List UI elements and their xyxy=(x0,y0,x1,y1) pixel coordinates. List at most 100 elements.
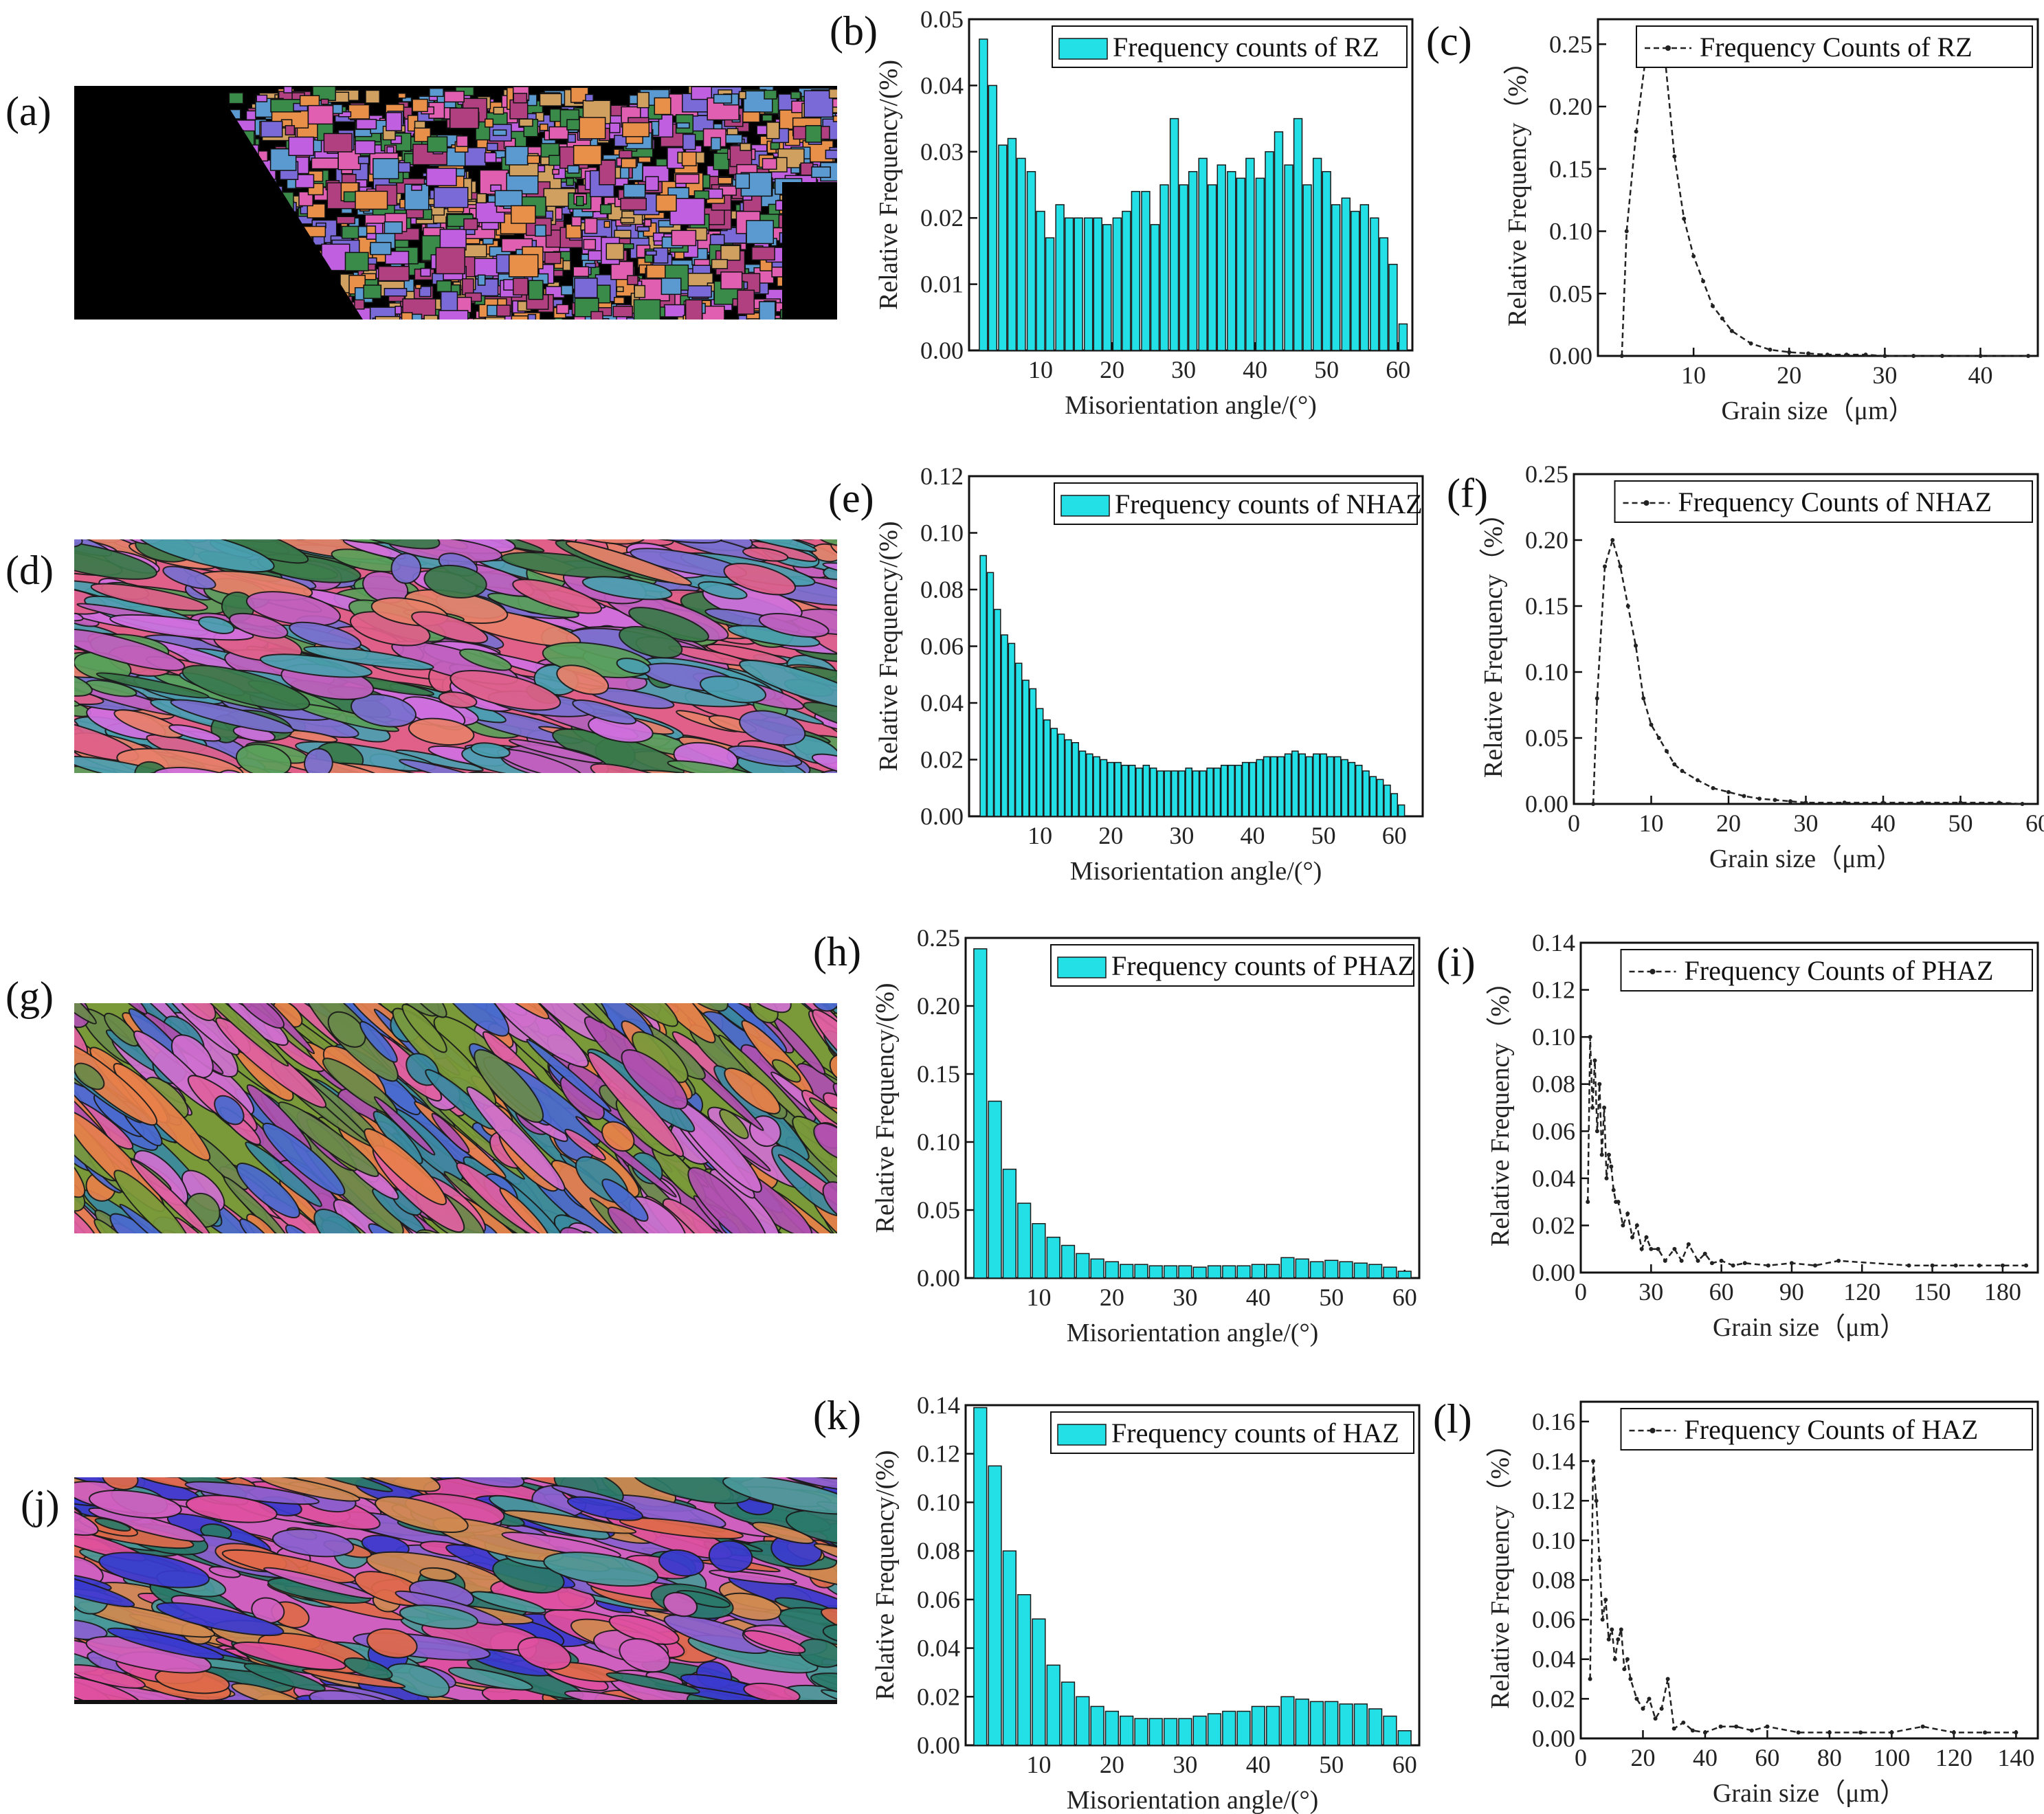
grain xyxy=(567,165,580,174)
data-point xyxy=(1625,1657,1630,1661)
legend-label: Frequency counts of PHAZ xyxy=(1111,950,1414,981)
grain xyxy=(579,777,705,811)
bar xyxy=(1280,1696,1295,1746)
bar xyxy=(1076,1253,1090,1279)
grain xyxy=(660,278,682,295)
grain xyxy=(439,228,467,251)
grain xyxy=(186,1003,289,1067)
bar xyxy=(1148,1265,1163,1279)
bar xyxy=(1017,1202,1032,1279)
data-point xyxy=(1749,1728,1754,1733)
grain xyxy=(79,1477,196,1478)
x-axis-label: Misorientation angle/(°) xyxy=(1065,391,1317,420)
bar xyxy=(1036,708,1044,817)
grain xyxy=(786,1509,837,1546)
grain xyxy=(742,970,777,1006)
grain xyxy=(311,157,339,170)
grain xyxy=(486,142,498,151)
bar xyxy=(1295,1699,1309,1746)
grain xyxy=(32,1642,64,1665)
grain xyxy=(614,1003,716,1044)
grain xyxy=(660,774,768,825)
grain xyxy=(235,743,292,773)
y-tick-label: 0.08 xyxy=(1532,1071,1575,1098)
grain xyxy=(236,1003,285,1029)
grain xyxy=(302,1707,414,1754)
bar xyxy=(1397,1730,1412,1746)
grain xyxy=(0,627,32,658)
data-point xyxy=(1773,798,1777,803)
grain xyxy=(446,776,574,822)
grain xyxy=(463,218,478,230)
grain xyxy=(188,1712,237,1745)
panel-label-d: (d) xyxy=(5,548,54,593)
y-tick-label: 0.00 xyxy=(920,337,964,364)
grain xyxy=(496,304,511,317)
grain xyxy=(835,111,837,121)
grain xyxy=(94,1517,131,1532)
grain xyxy=(0,1068,53,1124)
grain xyxy=(354,128,373,137)
bar xyxy=(1397,804,1406,817)
grain xyxy=(229,612,289,639)
misorientation-chart-phaz: 0.00 0.05 0.10 0.15 0.20 0.25 10 20 30 40 50 60 Miso… xyxy=(871,924,1421,1347)
legend-label: Frequency Counts of PHAZ xyxy=(1685,955,1994,986)
grain xyxy=(759,301,776,320)
data-point xyxy=(1595,696,1599,701)
ebsd-map-phaz xyxy=(0,970,837,1233)
grain xyxy=(709,1569,797,1585)
bar xyxy=(998,144,1008,351)
y-tick-label: 0.10 xyxy=(1525,658,1568,686)
grain xyxy=(598,970,636,1008)
x-tick-label: 120 xyxy=(1843,1278,1880,1306)
grain xyxy=(601,1121,635,1152)
x-tick-label: 40 xyxy=(1693,1744,1718,1771)
data-point xyxy=(1920,800,1924,805)
data-point xyxy=(1718,1724,1723,1729)
grain xyxy=(453,1003,550,1020)
grain xyxy=(9,1449,85,1478)
data-point xyxy=(1881,800,1885,805)
bar xyxy=(1351,210,1360,351)
grain xyxy=(135,539,275,573)
bar xyxy=(1280,1257,1295,1279)
data-point xyxy=(1619,354,1624,358)
data-point xyxy=(1671,1726,1676,1731)
data-point xyxy=(1606,1637,1611,1642)
grain xyxy=(834,232,837,254)
grain-field xyxy=(0,970,837,1233)
grain xyxy=(429,87,444,98)
grain xyxy=(501,1532,621,1558)
data-point xyxy=(1825,352,1830,357)
grain xyxy=(134,761,170,773)
data-point xyxy=(1711,785,1715,790)
data-point xyxy=(1656,736,1661,740)
grain xyxy=(597,1003,678,1027)
y-tick-label: 0.05 xyxy=(920,5,964,33)
bar xyxy=(1029,688,1037,817)
grain xyxy=(430,1003,510,1037)
legend-marker xyxy=(1643,500,1649,506)
bar xyxy=(1002,1550,1017,1746)
y-tick-label: 0.04 xyxy=(917,1635,960,1662)
grain xyxy=(341,225,359,239)
data-point xyxy=(1672,154,1677,159)
grain xyxy=(536,1703,630,1756)
data-point xyxy=(1681,1720,1686,1725)
bar xyxy=(1265,1264,1280,1279)
grain xyxy=(327,1702,400,1744)
grain xyxy=(0,1094,34,1148)
data-point xyxy=(1665,1677,1670,1681)
data-point xyxy=(1591,802,1596,806)
bar xyxy=(1008,642,1016,817)
y-tick-label: 0.02 xyxy=(1532,1685,1575,1712)
grain xyxy=(539,123,548,131)
misorientation-chart-rz: 0.00 0.01 0.02 0.03 0.04 0.05 10 20 30 40 50 60 Miso… xyxy=(874,5,1414,420)
grain xyxy=(773,1477,837,1479)
grain xyxy=(74,1619,108,1640)
grain xyxy=(740,142,752,151)
bar xyxy=(1169,117,1179,351)
y-tick-label: 0.14 xyxy=(1532,1447,1575,1475)
x-tick-label: 10 xyxy=(1026,1751,1051,1778)
